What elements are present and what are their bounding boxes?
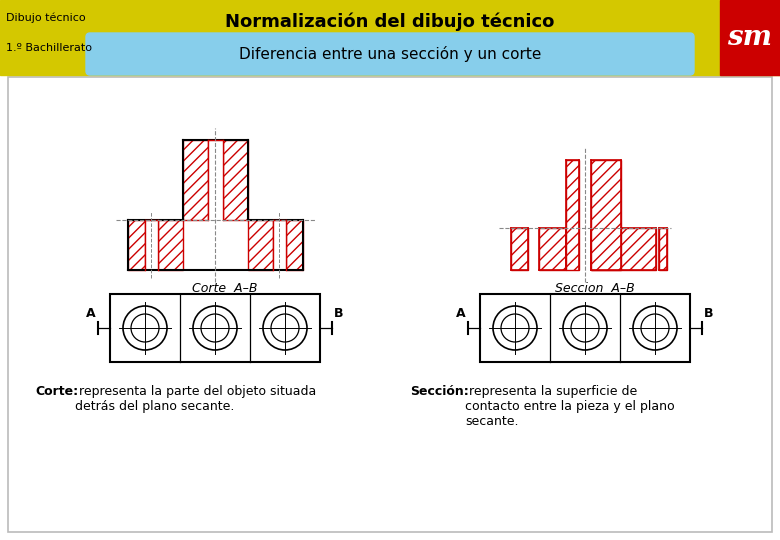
Text: 1.º Bachillerato: 1.º Bachillerato — [6, 43, 92, 53]
Circle shape — [633, 306, 677, 350]
Bar — [207, 140, 222, 220]
Bar — [659, 228, 667, 270]
Text: Normalización del dibujo técnico: Normalización del dibujo técnico — [225, 13, 555, 31]
Circle shape — [123, 306, 167, 350]
Bar — [110, 294, 320, 362]
Text: B: B — [334, 307, 343, 320]
Circle shape — [563, 306, 607, 350]
Bar — [539, 228, 565, 270]
Bar — [511, 228, 527, 270]
Text: Seccion  A–B: Seccion A–B — [555, 281, 635, 294]
Bar — [144, 220, 158, 270]
Bar — [591, 228, 656, 270]
Bar — [127, 220, 144, 270]
Text: representa la superficie de
contacto entre la pieza y el plano
secante.: representa la superficie de contacto ent… — [465, 385, 675, 428]
Text: A: A — [456, 307, 466, 320]
Bar — [591, 160, 621, 270]
Circle shape — [501, 314, 529, 342]
Text: Dibujo técnico: Dibujo técnico — [6, 13, 86, 23]
Text: Sección:: Sección: — [410, 385, 469, 398]
Bar — [285, 220, 303, 270]
Circle shape — [193, 306, 237, 350]
Circle shape — [263, 306, 307, 350]
Bar — [480, 294, 690, 362]
FancyBboxPatch shape — [86, 33, 694, 75]
Circle shape — [131, 314, 159, 342]
Bar — [183, 140, 207, 220]
Text: Corte:: Corte: — [35, 385, 78, 398]
Circle shape — [571, 314, 599, 342]
Bar — [272, 220, 285, 270]
Text: A: A — [87, 307, 96, 320]
Bar — [566, 160, 579, 270]
Text: Diferencia entre una sección y un corte: Diferencia entre una sección y un corte — [239, 46, 541, 62]
Circle shape — [493, 306, 537, 350]
Circle shape — [271, 314, 299, 342]
Bar — [0, 0, 780, 75]
Bar — [158, 220, 183, 270]
Text: representa la parte del objeto situada
detrás del plano secante.: representa la parte del objeto situada d… — [75, 385, 316, 413]
Bar — [247, 220, 272, 270]
Text: Corte  A–B: Corte A–B — [192, 281, 257, 294]
Bar — [8, 77, 772, 532]
Bar — [222, 140, 247, 220]
Bar — [720, 0, 780, 75]
Text: sm: sm — [728, 24, 772, 51]
Text: B: B — [704, 307, 714, 320]
Circle shape — [201, 314, 229, 342]
Circle shape — [641, 314, 669, 342]
